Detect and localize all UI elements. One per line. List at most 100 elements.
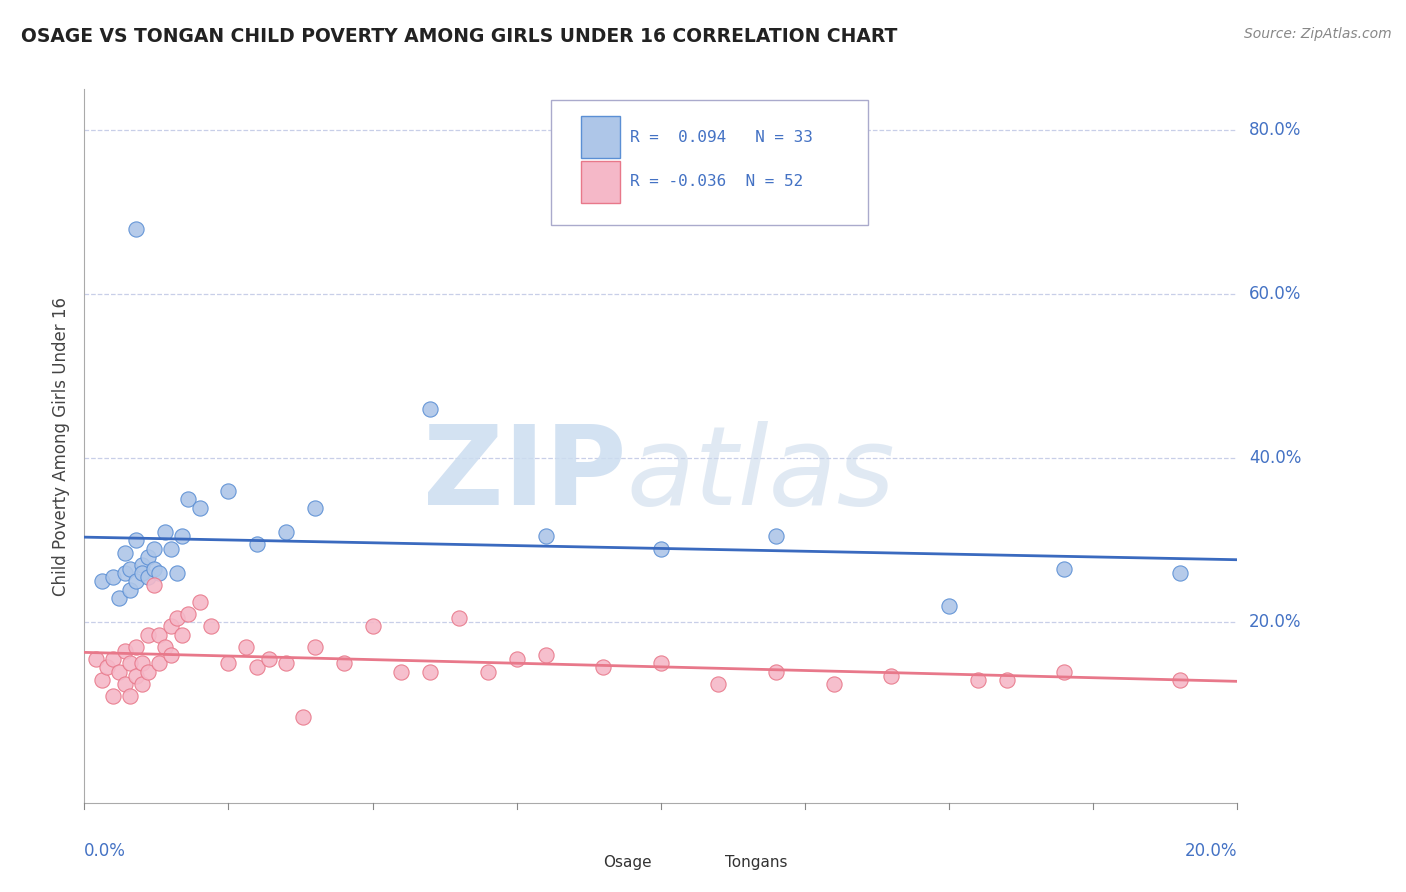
Point — [823, 677, 845, 691]
Point — [1168, 566, 1191, 581]
Point — [142, 541, 165, 556]
Point — [246, 660, 269, 674]
Point — [160, 619, 183, 633]
Point — [650, 657, 672, 671]
Point — [125, 574, 148, 589]
Point — [125, 533, 148, 548]
Point — [148, 657, 170, 671]
Point — [177, 492, 200, 507]
Point — [188, 500, 211, 515]
FancyBboxPatch shape — [561, 849, 598, 880]
Point — [592, 660, 614, 674]
Point — [274, 525, 298, 540]
Point — [114, 677, 136, 691]
Point — [304, 640, 326, 654]
Point — [1168, 673, 1191, 687]
Point — [880, 668, 903, 682]
Point — [217, 484, 239, 499]
Point — [114, 644, 136, 658]
Point — [200, 619, 222, 633]
Text: 20.0%: 20.0% — [1249, 614, 1302, 632]
Point — [235, 640, 257, 654]
Point — [304, 500, 326, 515]
FancyBboxPatch shape — [682, 849, 718, 880]
Point — [148, 566, 170, 581]
Point — [160, 648, 183, 662]
Point — [125, 221, 148, 235]
Point — [274, 657, 298, 671]
FancyBboxPatch shape — [551, 100, 869, 225]
FancyBboxPatch shape — [581, 161, 620, 203]
Point — [125, 640, 148, 654]
Point — [125, 668, 148, 682]
Point — [292, 709, 315, 723]
Point — [707, 677, 730, 691]
Point — [108, 591, 131, 605]
Text: OSAGE VS TONGAN CHILD POVERTY AMONG GIRLS UNDER 16 CORRELATION CHART: OSAGE VS TONGAN CHILD POVERTY AMONG GIRL… — [21, 27, 897, 45]
Point — [90, 673, 112, 687]
Text: 20.0%: 20.0% — [1185, 842, 1237, 860]
Point — [650, 541, 672, 556]
Point — [938, 599, 960, 613]
Point — [103, 652, 124, 666]
Point — [90, 574, 112, 589]
Point — [153, 640, 176, 654]
Point — [131, 558, 153, 572]
Text: 40.0%: 40.0% — [1249, 450, 1301, 467]
Point — [114, 546, 136, 560]
Point — [103, 570, 124, 584]
Point — [153, 525, 176, 540]
Point — [447, 611, 470, 625]
Point — [177, 607, 200, 622]
Point — [765, 529, 787, 543]
FancyBboxPatch shape — [581, 116, 620, 158]
Point — [765, 665, 787, 679]
Point — [332, 657, 354, 671]
Point — [120, 582, 142, 597]
Text: R = -0.036  N = 52: R = -0.036 N = 52 — [630, 175, 803, 189]
Point — [84, 652, 107, 666]
Point — [391, 665, 413, 679]
Text: atlas: atlas — [626, 421, 894, 528]
Point — [120, 689, 142, 703]
Point — [108, 665, 131, 679]
Point — [361, 619, 384, 633]
Text: Source: ZipAtlas.com: Source: ZipAtlas.com — [1244, 27, 1392, 41]
Point — [419, 665, 441, 679]
Point — [1053, 562, 1076, 576]
Point — [120, 657, 142, 671]
Point — [136, 627, 159, 641]
Point — [967, 673, 990, 687]
Point — [419, 402, 441, 417]
Y-axis label: Child Poverty Among Girls Under 16: Child Poverty Among Girls Under 16 — [52, 296, 70, 596]
Point — [246, 537, 269, 551]
Point — [131, 566, 153, 581]
Point — [96, 660, 118, 674]
Point — [995, 673, 1018, 687]
Point — [136, 665, 159, 679]
Point — [103, 689, 124, 703]
Point — [1053, 665, 1076, 679]
Point — [477, 665, 499, 679]
Point — [188, 595, 211, 609]
Point — [131, 657, 153, 671]
Point — [217, 657, 239, 671]
Text: ZIP: ZIP — [423, 421, 626, 528]
Text: 80.0%: 80.0% — [1249, 121, 1301, 139]
Point — [534, 648, 557, 662]
Point — [136, 570, 159, 584]
Point — [142, 562, 165, 576]
Point — [506, 652, 529, 666]
Point — [136, 549, 159, 564]
Text: Osage: Osage — [603, 855, 652, 871]
Point — [534, 529, 557, 543]
Point — [166, 611, 188, 625]
Point — [172, 627, 194, 641]
Point — [166, 566, 188, 581]
Point — [257, 652, 280, 666]
Point — [131, 677, 153, 691]
Point — [120, 562, 142, 576]
Text: 60.0%: 60.0% — [1249, 285, 1301, 303]
Point — [160, 541, 183, 556]
Point — [142, 578, 165, 592]
